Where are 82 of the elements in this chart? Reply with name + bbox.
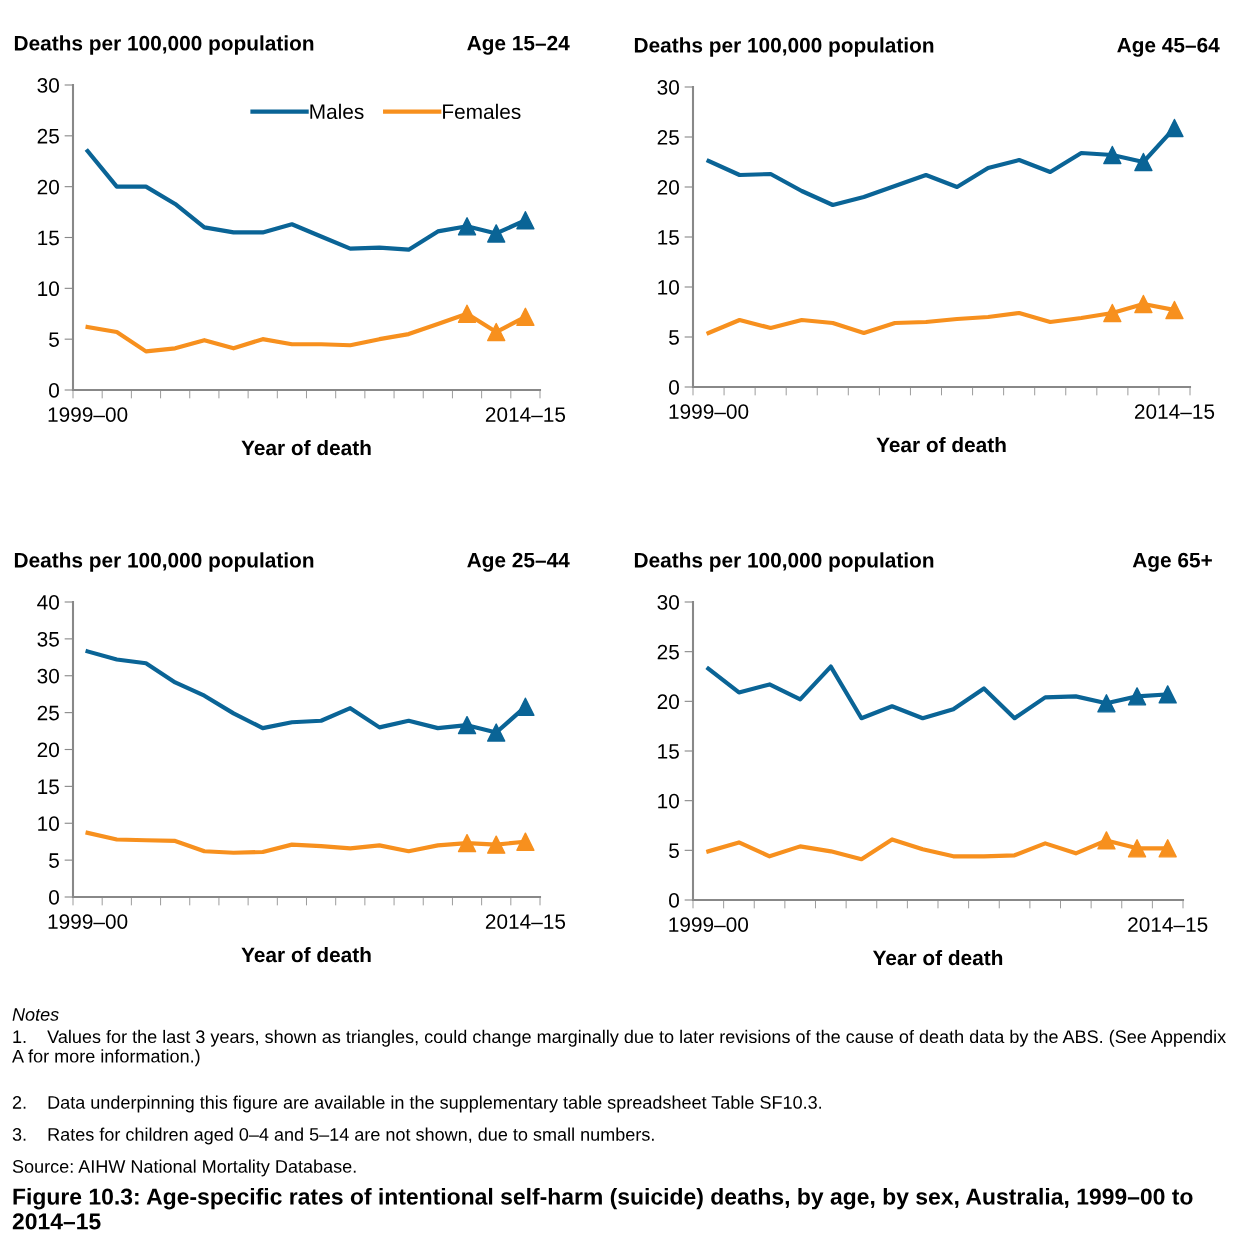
point — [487, 723, 506, 742]
y-tick-label: 5 — [49, 332, 59, 347]
x-tick-label: 2014–15 — [485, 914, 566, 929]
y-tick-label: 25 — [657, 130, 679, 145]
y-tick-label: 20 — [37, 742, 59, 758]
y-tick-label: 5 — [49, 853, 59, 868]
y-tick-label: 10 — [38, 816, 59, 831]
y-tick-label: 40 — [37, 595, 59, 610]
x-tick-label: 1999–00 — [669, 917, 749, 932]
y-axis-title: Deaths per 100,000 population — [634, 552, 934, 572]
y-tick-label: 5 — [669, 843, 679, 859]
point — [1134, 294, 1153, 314]
y-tick-label: 10 — [658, 793, 679, 809]
y-tick-label: 30 — [37, 668, 59, 684]
y-tick-label: 0 — [669, 380, 679, 395]
y-tick-label: 5 — [669, 330, 679, 345]
y-tick-label: 20 — [37, 179, 59, 195]
y-tick-label: 10 — [658, 280, 679, 295]
x-tick-label: 2014–15 — [1134, 404, 1215, 419]
point — [1134, 152, 1153, 172]
point — [457, 217, 477, 236]
text: 2. Data underpinning this figure are available in the supplementary table spreadsheet Table SF10.3. — [12, 1095, 822, 1113]
point — [516, 697, 535, 716]
y-tick-label: 10 — [38, 281, 59, 297]
point — [1165, 118, 1184, 138]
point — [516, 832, 535, 851]
y-tick-label: 35 — [37, 631, 59, 647]
y-axis-title: Deaths per 100,000 population — [634, 37, 934, 57]
x-tick-label: 1999–00 — [669, 404, 749, 419]
point — [516, 307, 535, 327]
y-tick-label: 25 — [37, 128, 59, 144]
point — [1127, 839, 1147, 858]
y-tick-label: 20 — [657, 694, 679, 710]
x-tick-label: 1999–00 — [48, 914, 128, 929]
x-axis-title: Year of death — [872, 949, 1003, 966]
y-tick-label: 0 — [669, 893, 679, 908]
chart-title: Age 15–24 — [467, 35, 570, 55]
caption: Figure 10.3: Age-specific rates of intentional self-harm (suicide) deaths, by age, by sex, Australia, 1999–00 to 2014–15 — [12, 1187, 1193, 1230]
x-tick-label: 2014–15 — [1128, 917, 1208, 932]
point — [487, 322, 506, 342]
point — [1158, 839, 1177, 858]
legend-label: Males — [310, 103, 364, 120]
legend-label: Females — [443, 103, 521, 120]
point — [457, 833, 477, 853]
point — [487, 224, 506, 243]
point — [1158, 685, 1177, 704]
y-tick-label: 0 — [49, 383, 59, 398]
point — [457, 304, 477, 323]
y-tick-label: 30 — [37, 78, 59, 93]
y-tick-label: 25 — [37, 705, 59, 721]
y-tick-label: 0 — [49, 890, 59, 905]
y-tick-label: 15 — [38, 779, 59, 795]
point — [1165, 300, 1184, 320]
x-tick-label: 2014–15 — [485, 407, 566, 422]
y-axis-title: Deaths per 100,000 population — [14, 552, 314, 572]
y-tick-label: 15 — [38, 230, 59, 246]
y-tick-label: 15 — [658, 230, 679, 245]
point — [457, 715, 477, 735]
chart-title: Age 25–44 — [467, 552, 570, 572]
y-tick-label: 25 — [657, 644, 679, 660]
y-tick-label: 30 — [657, 80, 679, 95]
point — [1103, 303, 1122, 323]
point — [1097, 694, 1116, 713]
source-note: Source: AIHW National Mortality Database. — [12, 1159, 356, 1177]
text: Notes — [12, 1008, 59, 1021]
x-tick-label: 1999–00 — [48, 407, 128, 422]
y-axis-title: Deaths per 100,000 population — [14, 35, 314, 55]
point — [1127, 687, 1147, 706]
y-tick-label: 15 — [658, 744, 679, 759]
x-axis-title: Year of death — [876, 436, 1006, 453]
chart-title: Age 65+ — [1132, 552, 1212, 572]
point — [487, 835, 506, 854]
text: 1. Values for the last 3 years, shown as triangles, could change marginally due to later revisions of the cause of death data by the ABS. (See Appendix A for more information.) — [12, 1029, 1226, 1067]
point — [1097, 831, 1116, 850]
y-tick-label: 30 — [657, 595, 679, 610]
chart-title: Age 45–64 — [1117, 37, 1220, 57]
point — [1103, 145, 1122, 165]
x-axis-title: Year of death — [241, 439, 371, 456]
text: 3. Rates for children aged 0–4 and 5–14 are not shown, due to small numbers. — [12, 1127, 654, 1145]
y-tick-label: 20 — [657, 180, 679, 195]
point — [516, 211, 535, 230]
x-axis-title: Year of death — [241, 946, 371, 963]
